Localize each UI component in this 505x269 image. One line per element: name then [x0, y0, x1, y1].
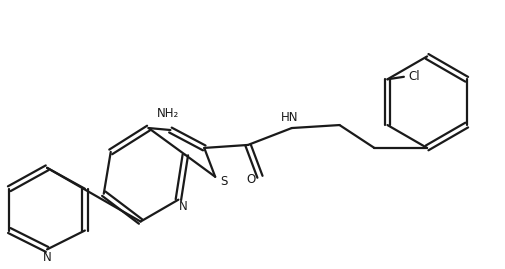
Text: S: S: [220, 175, 227, 188]
Text: O: O: [246, 173, 256, 186]
Text: HN: HN: [281, 111, 298, 123]
Text: NH₂: NH₂: [157, 107, 179, 120]
Text: N: N: [43, 251, 52, 264]
Text: N: N: [179, 200, 188, 213]
Text: Cl: Cl: [408, 70, 420, 83]
